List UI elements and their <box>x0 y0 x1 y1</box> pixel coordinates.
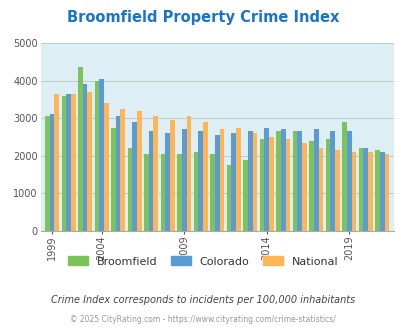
Bar <box>198 131 202 231</box>
Bar <box>384 154 388 231</box>
Text: Broomfield Property Crime Index: Broomfield Property Crime Index <box>67 10 338 25</box>
Bar <box>285 139 290 231</box>
Bar <box>301 143 306 231</box>
Bar <box>83 84 87 231</box>
Bar <box>292 131 297 231</box>
Legend: Broomfield, Colorado, National: Broomfield, Colorado, National <box>68 256 337 267</box>
Bar <box>144 154 149 231</box>
Bar <box>160 154 165 231</box>
Bar <box>94 81 99 231</box>
Bar <box>341 122 346 231</box>
Bar <box>313 129 318 231</box>
Bar <box>264 128 269 231</box>
Bar <box>280 129 285 231</box>
Bar <box>153 116 158 231</box>
Bar <box>252 133 256 231</box>
Bar <box>202 122 207 231</box>
Bar <box>115 116 120 231</box>
Bar <box>186 116 191 231</box>
Bar <box>259 139 264 231</box>
Bar <box>210 154 214 231</box>
Bar <box>177 154 181 231</box>
Bar <box>330 131 334 231</box>
Bar <box>219 129 224 231</box>
Bar <box>334 150 339 231</box>
Bar <box>78 67 83 231</box>
Bar <box>45 116 50 231</box>
Bar <box>235 128 240 231</box>
Bar <box>66 94 71 231</box>
Bar <box>128 148 132 231</box>
Bar <box>297 131 301 231</box>
Bar <box>214 135 219 231</box>
Bar <box>149 131 153 231</box>
Bar <box>181 129 186 231</box>
Bar <box>120 109 125 231</box>
Text: Crime Index corresponds to incidents per 100,000 inhabitants: Crime Index corresponds to incidents per… <box>51 295 354 305</box>
Bar <box>243 159 247 231</box>
Bar <box>325 139 330 231</box>
Bar <box>367 152 372 231</box>
Bar <box>358 148 362 231</box>
Bar <box>226 165 231 231</box>
Bar <box>111 128 115 231</box>
Bar <box>62 96 66 231</box>
Bar <box>379 152 384 231</box>
Bar <box>318 148 322 231</box>
Bar <box>165 133 170 231</box>
Bar <box>136 111 141 231</box>
Bar <box>132 122 136 231</box>
Text: © 2025 CityRating.com - https://www.cityrating.com/crime-statistics/: © 2025 CityRating.com - https://www.city… <box>70 315 335 324</box>
Bar <box>374 150 379 231</box>
Bar <box>247 131 252 231</box>
Bar <box>362 148 367 231</box>
Bar <box>309 141 313 231</box>
Bar <box>99 79 104 231</box>
Bar <box>104 103 108 231</box>
Bar <box>346 131 351 231</box>
Bar <box>269 137 273 231</box>
Bar <box>54 94 59 231</box>
Bar <box>87 92 92 231</box>
Bar <box>193 152 198 231</box>
Bar <box>170 120 174 231</box>
Bar <box>276 131 280 231</box>
Bar <box>231 133 235 231</box>
Bar <box>50 115 54 231</box>
Bar <box>351 152 355 231</box>
Bar <box>71 94 75 231</box>
